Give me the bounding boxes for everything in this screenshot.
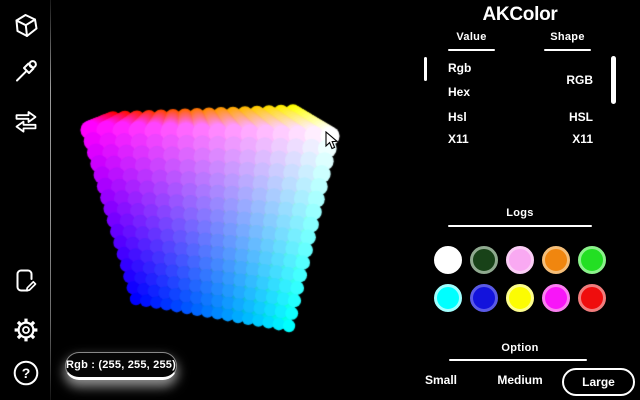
rgb-value-text: Rgb : (255, 255, 255) <box>66 359 176 371</box>
swap-horizontal-icon[interactable] <box>11 105 41 135</box>
svg-text:?: ? <box>22 365 31 381</box>
mouse-cursor-icon <box>325 131 339 150</box>
toolbar-sidebar: ? <box>0 0 50 400</box>
cube-3d-icon[interactable] <box>11 11 41 41</box>
sidebar-divider <box>50 0 51 400</box>
compose-note-icon[interactable] <box>11 266 41 296</box>
rgb-value-status-pill: Rgb : (255, 255, 255) <box>65 352 177 380</box>
eyedropper-icon[interactable] <box>11 55 41 85</box>
settings-gear-icon[interactable] <box>11 315 41 345</box>
help-icon[interactable]: ? <box>11 358 41 388</box>
